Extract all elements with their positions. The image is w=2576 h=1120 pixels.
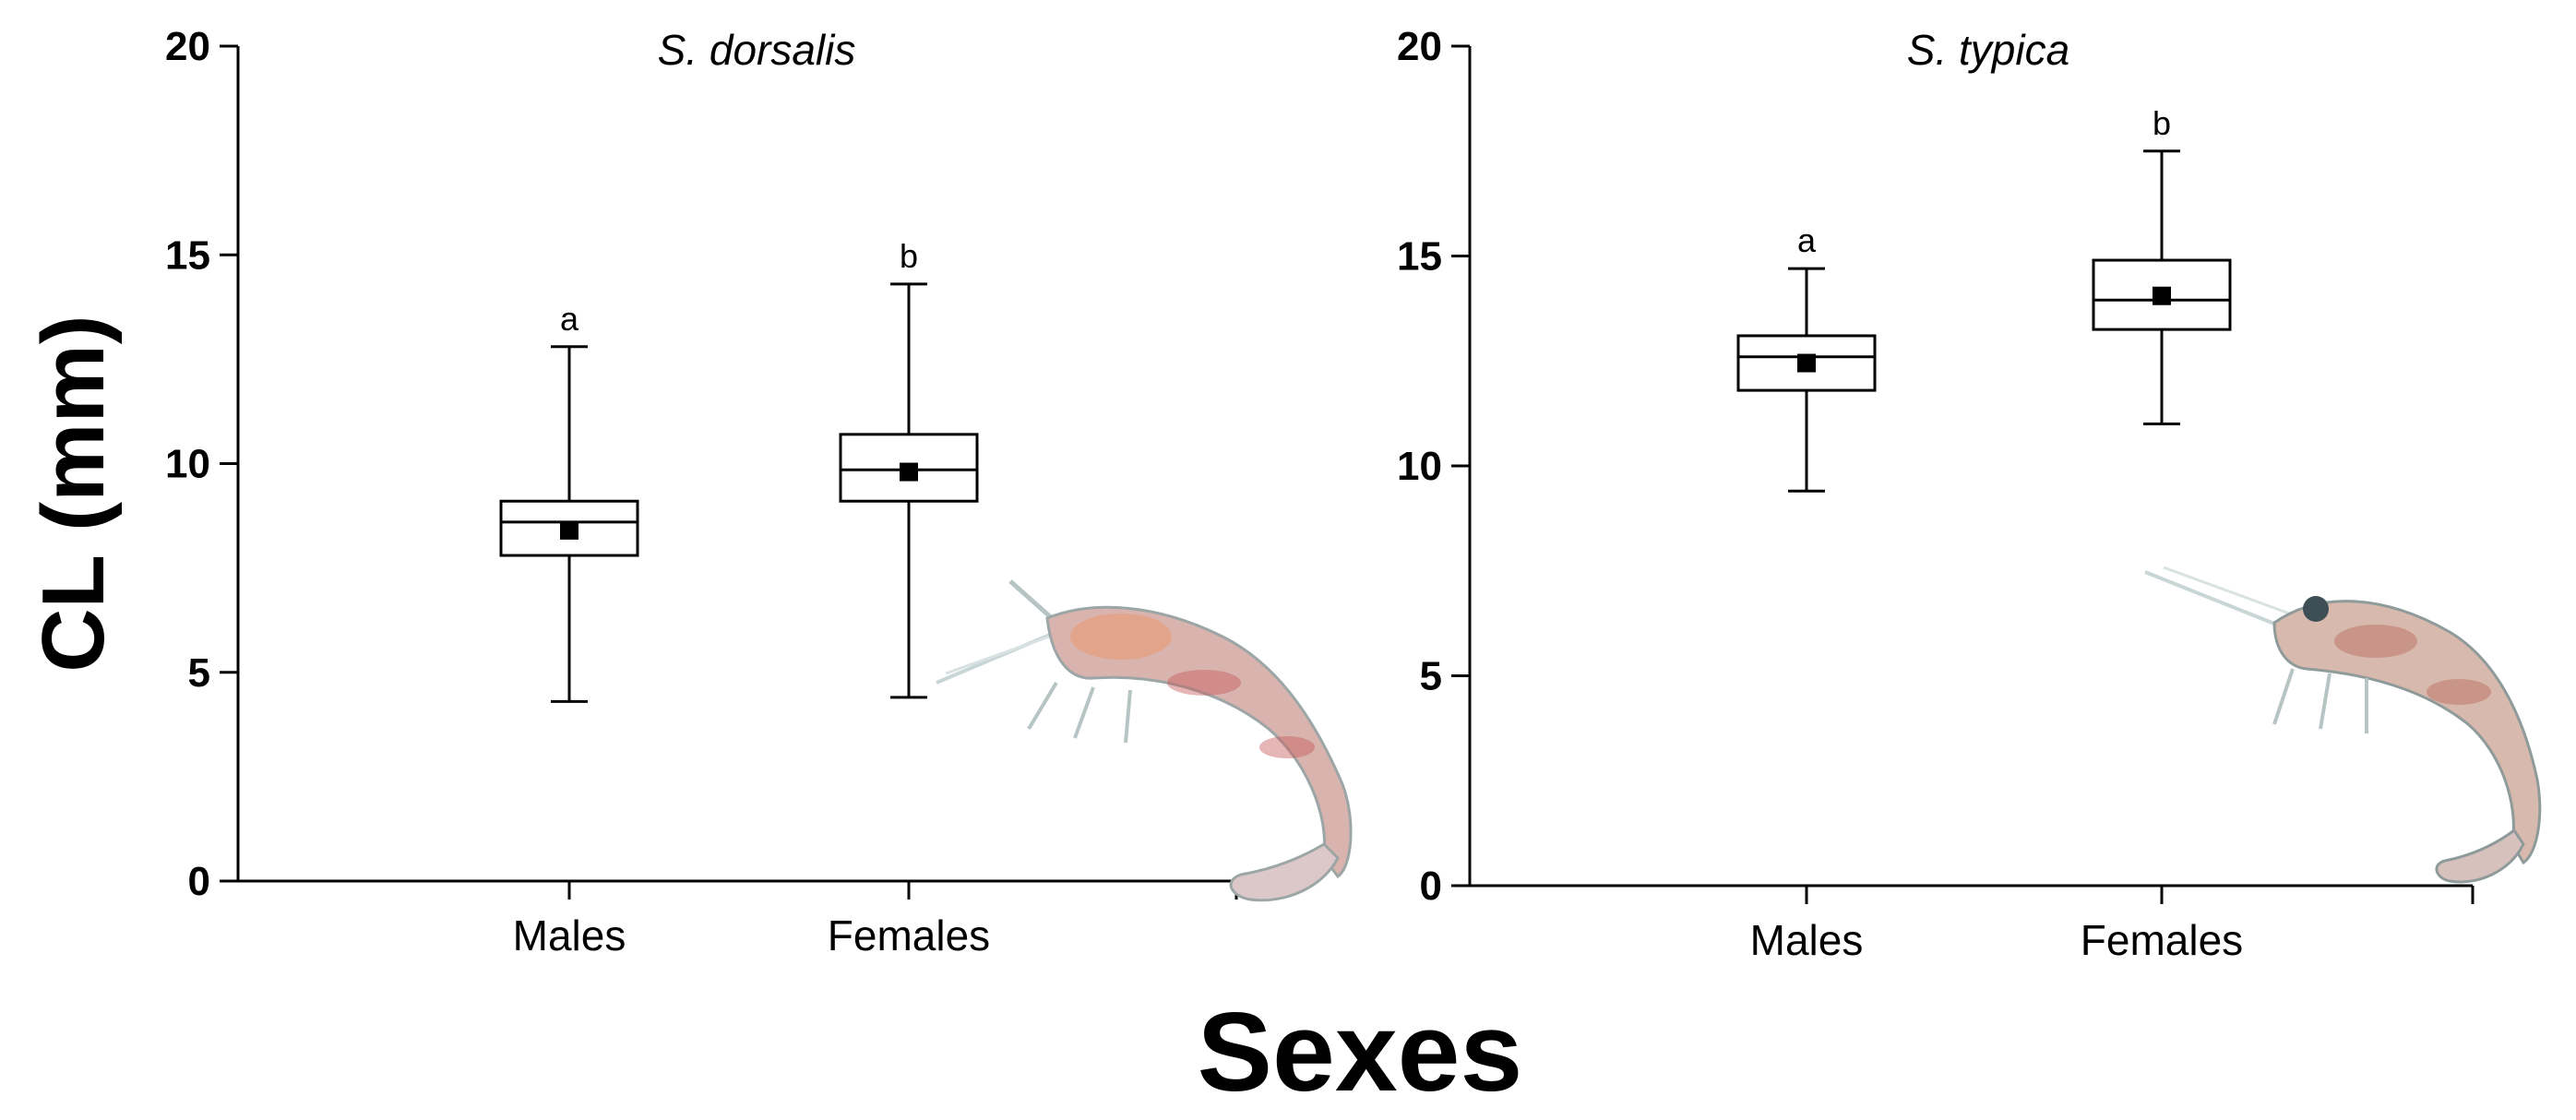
shrimp-photo-icon bbox=[2144, 566, 2542, 884]
x-axis-title: Sexes bbox=[1198, 989, 1523, 1114]
panel-s-typica: S. typica 0 5 10 15 20 Males a Females b bbox=[1397, 24, 2542, 964]
significance-letter: b bbox=[900, 237, 918, 275]
x-category-label: Males bbox=[513, 911, 626, 959]
mean-marker bbox=[1797, 353, 1816, 373]
significance-letter: a bbox=[1797, 221, 1817, 259]
mean-marker bbox=[900, 462, 918, 482]
mean-marker bbox=[2153, 286, 2171, 305]
panel-marks: 0 5 10 15 20 Males a Females b bbox=[165, 24, 1238, 959]
mean-marker bbox=[560, 520, 578, 540]
y-tick-label: 10 bbox=[1397, 444, 1442, 489]
y-tick-label: 20 bbox=[1397, 24, 1442, 69]
y-tick-label: 15 bbox=[1397, 234, 1442, 280]
panel-title: S. dorsalis bbox=[658, 26, 856, 74]
panel-marks: 0 5 10 15 20 Males a Females b bbox=[1397, 24, 2475, 964]
y-tick-label: 5 bbox=[188, 650, 210, 696]
significance-letter: b bbox=[2153, 104, 2171, 142]
y-tick-label: 0 bbox=[1420, 864, 1442, 909]
y-tick-label: 5 bbox=[1420, 654, 1442, 699]
x-category-label: Males bbox=[1750, 916, 1864, 964]
y-tick-label: 0 bbox=[188, 859, 210, 904]
y-tick-label: 10 bbox=[165, 442, 210, 487]
x-category-label: Females bbox=[2081, 916, 2243, 964]
y-axis-title: CL (mm) bbox=[24, 315, 123, 673]
y-tick-label: 20 bbox=[165, 24, 210, 69]
y-tick-label: 15 bbox=[165, 232, 210, 278]
panel-s-dorsalis: S. dorsalis 0 5 10 15 20 Males a Females b bbox=[165, 24, 1353, 959]
x-category-label: Females bbox=[828, 911, 990, 959]
significance-letter: a bbox=[560, 300, 579, 338]
shrimp-photo-icon bbox=[936, 579, 1353, 902]
panel-title: S. typica bbox=[1907, 26, 2069, 74]
